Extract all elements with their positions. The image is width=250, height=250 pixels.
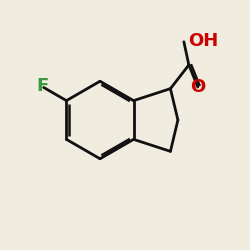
Text: OH: OH: [188, 32, 218, 50]
Text: F: F: [36, 77, 48, 95]
Text: O: O: [190, 78, 206, 96]
